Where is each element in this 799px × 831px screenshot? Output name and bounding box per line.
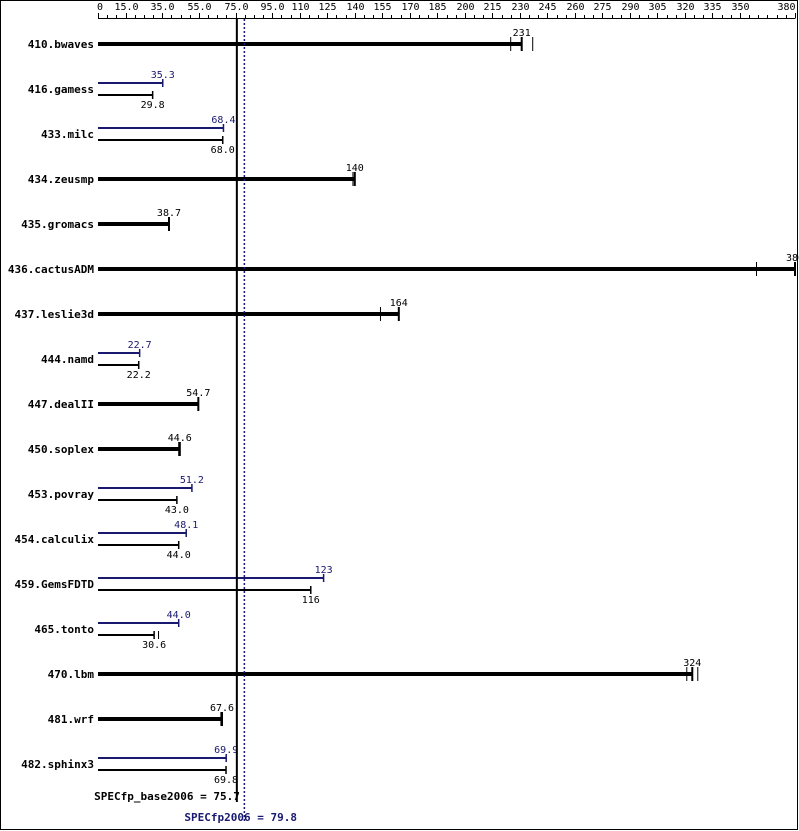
benchmark-row: 470.lbm 324 bbox=[48, 658, 701, 681]
benchmark-row: 454.calculix 48.1 44.0 bbox=[15, 520, 199, 561]
benchmark-row: 459.GemsFDTD 123 116 bbox=[15, 565, 333, 606]
x-tick-label: 230 bbox=[511, 2, 529, 13]
peak-reference-label: SPECfp2006 = 79.8 bbox=[184, 811, 297, 824]
x-tick-label: 305 bbox=[648, 2, 666, 13]
benchmark-row: 482.sphinx3 69.9 69.8 bbox=[21, 745, 238, 786]
peak-value-label: 44.0 bbox=[167, 610, 191, 621]
peak-value-label: 68.4 bbox=[211, 115, 235, 126]
benchmark-label: 436.cactusADM bbox=[8, 263, 94, 276]
x-tick-label: 380 bbox=[777, 2, 795, 13]
benchmark-label: 482.sphinx3 bbox=[21, 758, 94, 771]
x-tick-label: 55.0 bbox=[187, 2, 211, 13]
base-value-label: 44.0 bbox=[167, 550, 191, 561]
x-tick-label: 320 bbox=[676, 2, 694, 13]
benchmark-label: 453.povray bbox=[28, 488, 95, 501]
benchmark-label: 450.soplex bbox=[28, 443, 95, 456]
x-tick-label: 350 bbox=[731, 2, 749, 13]
bars: 410.bwaves 231 416.gamess 35.3 29.8 433.milc 6… bbox=[8, 28, 799, 786]
base-value-label: 164 bbox=[390, 298, 408, 309]
peak-value-label: 35.3 bbox=[151, 70, 175, 81]
x-tick-label: 125 bbox=[318, 2, 336, 13]
base-value-label: 22.2 bbox=[127, 370, 151, 381]
x-tick-label: 155 bbox=[373, 2, 391, 13]
x-tick-label: 95.0 bbox=[260, 2, 284, 13]
base-value-label: 68.0 bbox=[211, 145, 235, 156]
x-tick-label: 75.0 bbox=[224, 2, 248, 13]
benchmark-row: 433.milc 68.4 68.0 bbox=[41, 115, 235, 156]
benchmark-row: 434.zeusmp 140 bbox=[28, 163, 364, 186]
x-tick-label: 200 bbox=[456, 2, 474, 13]
base-value-label: 29.8 bbox=[141, 100, 165, 111]
benchmark-label: 465.tonto bbox=[34, 623, 94, 636]
peak-value-label: 123 bbox=[315, 565, 333, 576]
reference-lines: SPECfp_base2006 = 75.7 SPECfp2006 = 79.8 bbox=[94, 19, 297, 824]
benchmark-row: 416.gamess 35.3 29.8 bbox=[28, 70, 175, 111]
benchmark-label: 437.leslie3d bbox=[15, 308, 94, 321]
benchmark-row: 453.povray 51.2 43.0 bbox=[28, 475, 204, 516]
x-tick-label: 15.0 bbox=[114, 2, 138, 13]
benchmark-label: 435.gromacs bbox=[21, 218, 94, 231]
x-tick-label: 215 bbox=[483, 2, 501, 13]
x-tick-label: 110 bbox=[291, 2, 309, 13]
peak-value-label: 51.2 bbox=[180, 475, 204, 486]
base-value-label: 44.6 bbox=[168, 433, 192, 444]
x-axis: 0 15.0 35.0 55.0 75.0 95.0 110 125 140 155 170 185 2… bbox=[97, 2, 796, 19]
benchmark-label: 481.wrf bbox=[48, 713, 94, 726]
benchmark-row: 444.namd 22.7 22.2 bbox=[41, 340, 152, 381]
benchmark-label: 454.calculix bbox=[15, 533, 95, 546]
base-value-label: 140 bbox=[346, 163, 364, 174]
x-tick-label: 335 bbox=[703, 2, 721, 13]
benchmark-row: 436.cactusADM 380 bbox=[8, 253, 799, 276]
benchmark-row: 450.soplex 44.6 bbox=[28, 433, 192, 456]
base-value-label: 116 bbox=[302, 595, 320, 606]
x-tick-label: 260 bbox=[566, 2, 584, 13]
base-value-label: 324 bbox=[683, 658, 701, 669]
base-value-label: 38.7 bbox=[157, 208, 181, 219]
benchmark-label: 447.dealII bbox=[28, 398, 94, 411]
x-tick-label: 35.0 bbox=[150, 2, 174, 13]
benchmark-label: 434.zeusmp bbox=[28, 173, 95, 186]
x-tick-label: 170 bbox=[401, 2, 419, 13]
benchmark-row: 437.leslie3d 164 bbox=[15, 298, 408, 321]
benchmark-label: 459.GemsFDTD bbox=[15, 578, 95, 591]
base-value-label: 30.6 bbox=[142, 640, 166, 651]
base-value-label: 67.6 bbox=[210, 703, 234, 714]
peak-value-label: 48.1 bbox=[174, 520, 198, 531]
base-value-label: 231 bbox=[513, 28, 531, 39]
base-value-label: 54.7 bbox=[186, 388, 210, 399]
benchmark-row: 465.tonto 44.0 30.6 bbox=[34, 610, 190, 651]
base-reference-label: SPECfp_base2006 = 75.7 bbox=[94, 790, 240, 803]
benchmark-row: 410.bwaves 231 bbox=[28, 28, 534, 51]
base-value-label: 43.0 bbox=[165, 505, 189, 516]
base-value-label: 380 bbox=[786, 253, 799, 264]
benchmark-row: 481.wrf 67.6 bbox=[48, 703, 234, 726]
base-value-label: 69.8 bbox=[214, 775, 238, 786]
x-tick-label: 140 bbox=[346, 2, 364, 13]
x-tick-label: 185 bbox=[428, 2, 446, 13]
benchmark-label: 433.milc bbox=[41, 128, 94, 141]
x-tick-label: 290 bbox=[621, 2, 639, 13]
benchmark-label: 470.lbm bbox=[48, 668, 95, 681]
x-tick-label: 245 bbox=[538, 2, 556, 13]
x-tick-label: 275 bbox=[593, 2, 611, 13]
peak-value-label: 22.7 bbox=[128, 340, 152, 351]
benchmark-row: 447.dealII 54.7 bbox=[28, 388, 210, 411]
x-tick-label: 0 bbox=[97, 2, 103, 13]
peak-value-label: 69.9 bbox=[214, 745, 238, 756]
benchmark-label: 410.bwaves bbox=[28, 38, 94, 51]
benchmark-row: 435.gromacs 38.7 bbox=[21, 208, 181, 231]
benchmark-label: 444.namd bbox=[41, 353, 94, 366]
benchmark-label: 416.gamess bbox=[28, 83, 94, 96]
